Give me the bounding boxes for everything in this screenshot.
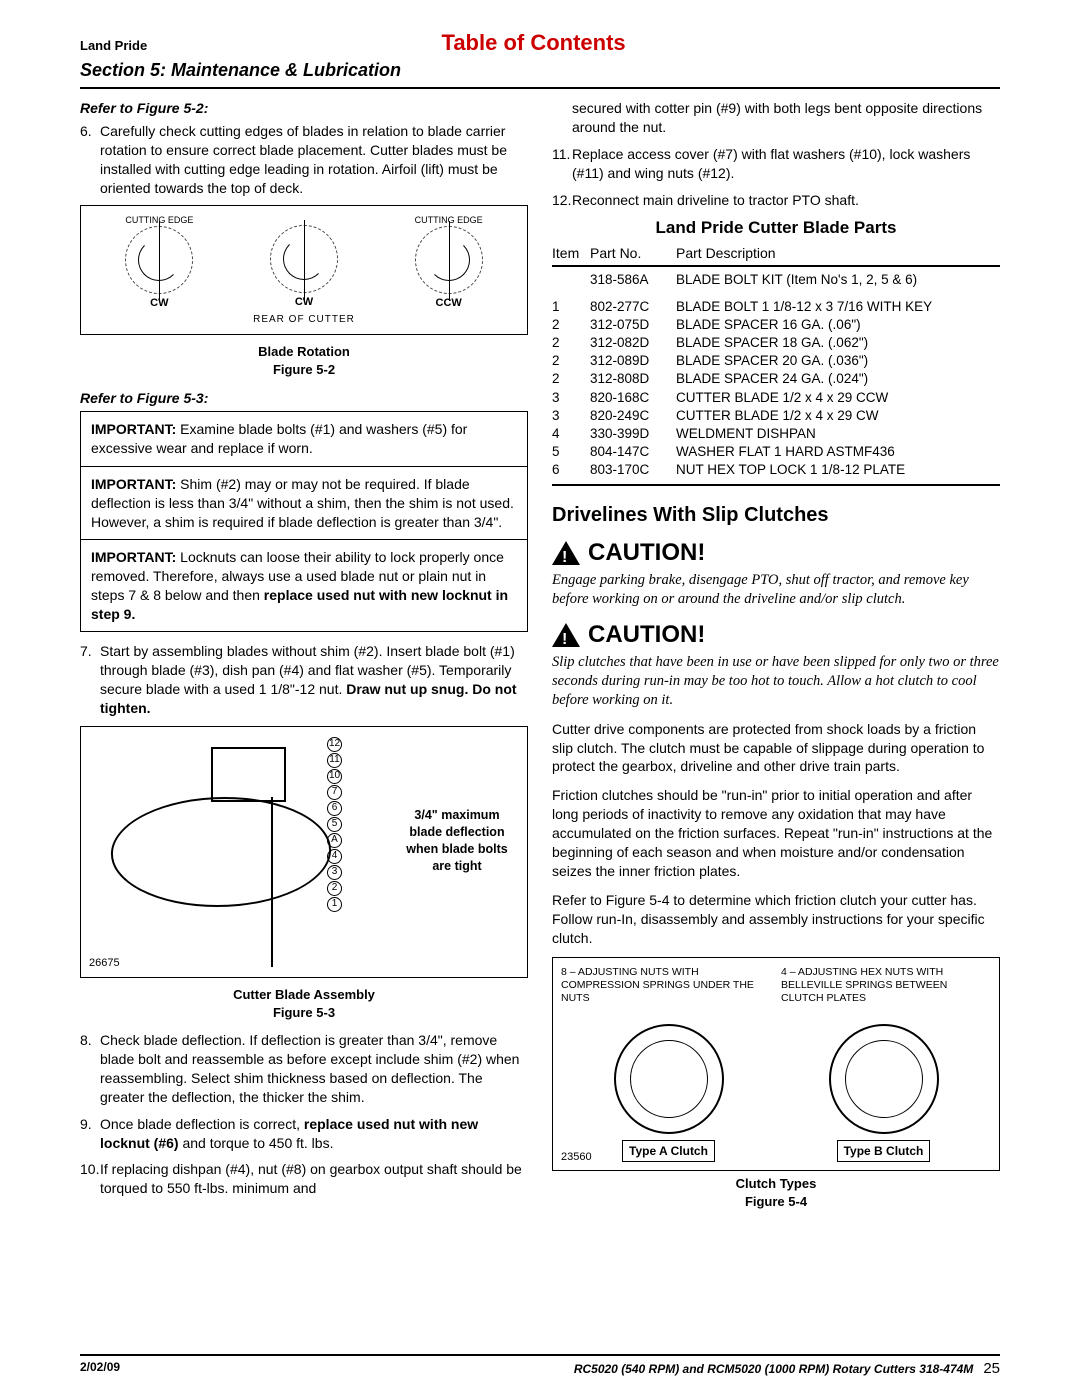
step-6-text: Carefully check cutting edges of blades …: [100, 123, 507, 196]
step10-text: If replacing dishpan (#4), nut (#8) on g…: [100, 1161, 522, 1196]
callout-12: 12: [327, 737, 342, 752]
parts-row: 3820-168CCUTTER BLADE 1/2 x 4 x 29 CCW: [552, 389, 1000, 407]
clutch-label-a: 8 – ADJUSTING NUTS WITH COMPRESSION SPRI…: [561, 966, 771, 1004]
step8-text: Check blade deflection. If deflection is…: [100, 1032, 519, 1105]
footer: 2/02/09 RC5020 (540 RPM) and RCM5020 (10…: [80, 1354, 1000, 1377]
right-column: secured with cotter pin (#9) with both l…: [552, 99, 1000, 1221]
warning-icon: [552, 623, 580, 647]
callout-4: 4: [327, 849, 342, 864]
header-rule: [80, 87, 1000, 89]
parts-row: 6803-170CNUT HEX TOP LOCK 1 1/8-12 PLATE: [552, 461, 1000, 479]
caution-2-note: Slip clutches that have been in use or h…: [552, 653, 1000, 710]
parts-row: 3820-249CCUTTER BLADE 1/2 x 4 x 29 CW: [552, 407, 1000, 425]
callout-1: 1: [327, 897, 342, 912]
toc-title[interactable]: Table of Contents: [147, 30, 920, 56]
callout-3: 3: [327, 865, 342, 880]
important-box-2: IMPORTANT: Shim (#2) may or may not be r…: [80, 466, 528, 541]
parts-header: Item Part No. Part Description: [552, 244, 1000, 267]
callout-10: 10: [327, 769, 342, 784]
ref-fig-5-2: Refer to Figure 5-2:: [80, 99, 528, 118]
footer-doc: RC5020 (540 RPM) and RCM5020 (1000 RPM) …: [574, 1362, 973, 1376]
parts-row: 2312-082DBLADE SPACER 18 GA. (.062"): [552, 334, 1000, 352]
step9c: and torque to 450 ft. lbs.: [179, 1135, 334, 1151]
clutch-type-a: Type A Clutch: [622, 1140, 715, 1162]
figure-5-4-box: 8 – ADJUSTING NUTS WITH COMPRESSION SPRI…: [552, 957, 1000, 1171]
caution-word-2: CAUTION!: [588, 619, 705, 651]
callout-A: A: [327, 833, 342, 848]
section-title: Section 5: Maintenance & Lubrication: [80, 60, 1000, 81]
clutch-a-diagram: [614, 1024, 724, 1134]
parts-row: 5804-147CWASHER FLAT 1 HARD ASTMF436: [552, 443, 1000, 461]
caution-word-1: CAUTION!: [588, 537, 705, 569]
parts-row: 2312-808DBLADE SPACER 24 GA. (.024"): [552, 370, 1000, 388]
step9a: Once blade deflection is correct,: [100, 1116, 304, 1132]
parts-row: 2312-075DBLADE SPACER 16 GA. (.06"): [552, 316, 1000, 334]
para-2: Friction clutches should be "run-in" pri…: [552, 786, 1000, 880]
step-11: 11.Replace access cover (#7) with flat w…: [572, 145, 1000, 183]
fig53-caption: Cutter Blade AssemblyFigure 5-3: [80, 986, 528, 1021]
fig53-annot: 3/4" maximum blade deflection when blade…: [397, 807, 517, 875]
parts-title: Land Pride Cutter Blade Parts: [552, 217, 1000, 240]
caution-1-note: Engage parking brake, disengage PTO, shu…: [552, 571, 1000, 609]
step-12: 12.Reconnect main driveline to tractor P…: [572, 191, 1000, 210]
step-10-cont: secured with cotter pin (#9) with both l…: [552, 99, 1000, 137]
left-column: Refer to Figure 5-2: 6.Carefully check c…: [80, 99, 528, 1221]
important-box-3: IMPORTANT: Locknuts can loose their abil…: [80, 539, 528, 633]
caution-2: CAUTION!: [552, 619, 1000, 651]
fig52-caption: Blade RotationFigure 5-2: [80, 343, 528, 378]
caution-1: CAUTION!: [552, 537, 1000, 569]
figure-5-2-box: CUTTING EDGE CW CW CUTTING EDGE CCW: [80, 205, 528, 335]
fig54-id: 23560: [561, 1150, 592, 1165]
step-7: 7.Start by assembling blades without shi…: [100, 642, 528, 718]
clutch-type-b: Type B Clutch: [837, 1140, 931, 1162]
callout-7: 7: [327, 785, 342, 800]
clutch-b-diagram: [829, 1024, 939, 1134]
step-9: 9.Once blade deflection is correct, repl…: [100, 1115, 528, 1153]
drivelines-heading: Drivelines With Slip Clutches: [552, 502, 1000, 529]
step-8: 8.Check blade deflection. If deflection …: [100, 1031, 528, 1107]
parts-row: 2312-089DBLADE SPACER 20 GA. (.036"): [552, 352, 1000, 370]
callout-11: 11: [327, 753, 342, 768]
clutch-label-b: 4 – ADJUSTING HEX NUTS WITH BELLEVILLE S…: [781, 966, 991, 1004]
callout-2: 2: [327, 881, 342, 896]
brand: Land Pride: [80, 38, 147, 53]
parts-kit-row: 318-586A BLADE BOLT KIT (Item No's 1, 2,…: [552, 271, 1000, 289]
important-box-1: IMPORTANT: Examine blade bolts (#1) and …: [80, 411, 528, 467]
footer-page: 25: [983, 1360, 1000, 1377]
para-3: Refer to Figure 5-4 to determine which f…: [552, 891, 1000, 948]
callout-6: 6: [327, 801, 342, 816]
footer-date: 2/02/09: [80, 1360, 120, 1377]
callout-5: 5: [327, 817, 342, 832]
para-1: Cutter drive components are protected fr…: [552, 720, 1000, 777]
step-10: 10.If replacing dishpan (#4), nut (#8) o…: [100, 1160, 528, 1198]
figure-5-3-box: 121110765A4321 3/4" maximum blade deflec…: [80, 726, 528, 978]
parts-row: 4330-399DWELDMENT DISHPAN: [552, 425, 1000, 443]
ref-fig-5-3: Refer to Figure 5-3:: [80, 389, 528, 408]
warning-icon: [552, 541, 580, 565]
fig53-id: 26675: [89, 956, 120, 971]
step-6: 6.Carefully check cutting edges of blade…: [100, 122, 528, 198]
fig54-caption: Clutch TypesFigure 5-4: [552, 1175, 1000, 1210]
parts-body: 1802-277CBLADE BOLT 1 1/8-12 x 3 7/16 WI…: [552, 298, 1000, 486]
fig52-rear: REAR OF CUTTER: [87, 313, 521, 327]
parts-row: 1802-277CBLADE BOLT 1 1/8-12 x 3 7/16 WI…: [552, 298, 1000, 316]
